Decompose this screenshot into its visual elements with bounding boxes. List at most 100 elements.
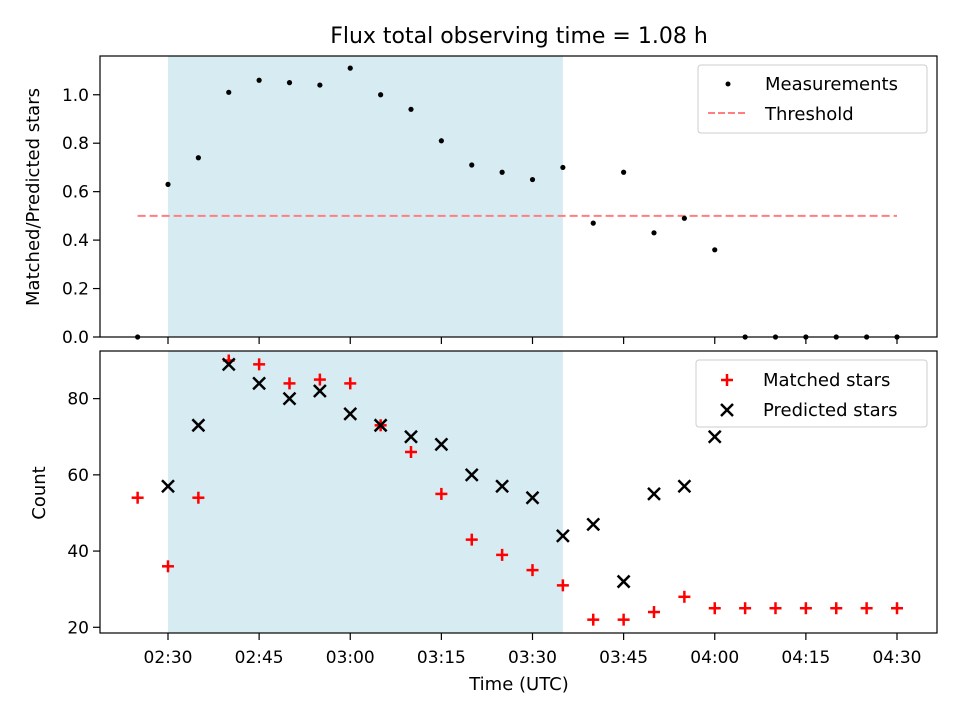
matched-point	[739, 602, 752, 615]
bottom-x-ticks: 02:30 02:45 03:00 03:15 03:30 03:45 04:00 04:15…	[144, 633, 922, 668]
predicted-point	[647, 487, 661, 501]
matched-point	[192, 491, 205, 504]
x-tick-label: 03:15	[417, 648, 466, 668]
y-tick-label: 0.4	[62, 231, 89, 251]
x-tick-label: 03:00	[326, 648, 375, 668]
bottom-y-axis-label: Count	[29, 466, 50, 519]
predicted-point	[525, 490, 540, 505]
measurement-point	[408, 106, 414, 112]
matched-point	[253, 358, 266, 371]
top-legend: Measurements Threshold	[697, 64, 928, 134]
predicted-point	[434, 437, 449, 452]
measurement-point	[651, 230, 657, 236]
predicted-point	[373, 418, 388, 433]
measurement-point	[226, 89, 232, 95]
measurement-point	[347, 65, 353, 71]
matched-point	[435, 487, 448, 500]
predicted-point	[343, 406, 358, 421]
x-tick-label: 02:30	[144, 648, 193, 668]
measurement-point	[438, 138, 444, 144]
bottom-axes-frame	[99, 350, 938, 634]
x-axis-label: Time (UTC)	[468, 674, 569, 695]
matched-point	[283, 377, 296, 390]
legend-matched-marker	[721, 374, 733, 386]
predicted-point	[191, 418, 206, 433]
matched-point	[830, 602, 843, 615]
x-tick-label: 04:15	[781, 648, 830, 668]
x-tick-label: 04:30	[873, 648, 922, 668]
matched-point	[799, 602, 812, 615]
predicted-point	[312, 384, 327, 398]
matched-point	[313, 373, 326, 386]
predicted-point	[616, 574, 631, 589]
measurement-point	[195, 155, 201, 161]
measurement-point	[286, 80, 293, 86]
legend-measurements-label: Measurements	[765, 74, 898, 95]
x-tick-label: 03:45	[599, 648, 648, 668]
y-tick-label: 60	[67, 466, 89, 486]
bottom-shaded-interval	[168, 351, 563, 633]
matched-point	[496, 548, 509, 561]
predicted-point	[252, 376, 267, 391]
x-tick-label: 02:45	[235, 648, 284, 668]
measurement-point	[621, 169, 627, 175]
legend-threshold-label: Threshold	[764, 104, 854, 125]
bottom-marks	[131, 354, 903, 626]
matched-point	[860, 602, 873, 615]
x-tick-label: 03:30	[508, 648, 557, 668]
legend-matched-label: Matched stars	[763, 370, 890, 391]
bottom-legend: Matched stars Predicted stars	[695, 359, 928, 428]
y-tick-label: 80	[67, 390, 89, 410]
predicted-point	[282, 391, 297, 406]
bottom-y-ticks: 20 40 60 80	[67, 390, 100, 638]
predicted-point	[677, 479, 692, 494]
x-tick-label: 04:00	[690, 648, 739, 668]
measurement-point	[165, 181, 171, 187]
bottom-legend-box	[695, 359, 928, 428]
top-y-axis-label: Matched/Predicted stars	[23, 88, 44, 306]
top-y-ticks: 0.0 0.2 0.4 0.6 0.8 1.0	[62, 86, 100, 348]
predicted-point	[464, 467, 479, 482]
y-tick-label: 0.6	[62, 183, 89, 203]
y-tick-label: 20	[67, 618, 89, 638]
top-shaded-interval	[168, 56, 563, 337]
y-tick-label: 0.8	[62, 134, 89, 154]
top-axes-frame	[99, 55, 938, 338]
chart-title: Flux total observing time = 1.08 h	[330, 24, 708, 49]
measurement-point	[681, 215, 687, 221]
matched-point	[131, 491, 144, 504]
predicted-point	[707, 429, 722, 444]
predicted-point	[495, 479, 510, 494]
top-x-ticks	[167, 337, 898, 344]
measurement-point	[529, 176, 536, 183]
predicted-point	[555, 528, 570, 543]
matched-point	[587, 613, 600, 626]
measurement-point	[256, 77, 262, 83]
matched-point	[465, 533, 478, 546]
legend-predicted-marker	[720, 403, 734, 417]
matched-point	[678, 590, 691, 603]
top-marks	[135, 65, 900, 340]
measurement-point	[317, 82, 323, 88]
matched-point	[162, 560, 174, 573]
matched-point	[556, 579, 569, 592]
matched-point	[648, 606, 660, 619]
predicted-point	[586, 517, 601, 532]
matched-point	[405, 445, 417, 458]
matched-point	[891, 602, 903, 615]
measurement-point	[712, 247, 718, 253]
matched-point	[526, 564, 539, 577]
matched-point	[344, 377, 357, 390]
legend-predicted-label: Predicted stars	[763, 400, 897, 421]
predicted-point	[161, 479, 175, 494]
y-tick-label: 40	[67, 542, 89, 562]
measurement-point	[469, 162, 475, 168]
measurement-point	[590, 220, 596, 226]
measurement-point	[560, 164, 566, 171]
y-tick-label: 0.0	[62, 328, 89, 348]
legend-measurements-marker	[725, 81, 731, 87]
matched-point	[617, 613, 630, 626]
y-tick-label: 0.2	[62, 280, 89, 300]
